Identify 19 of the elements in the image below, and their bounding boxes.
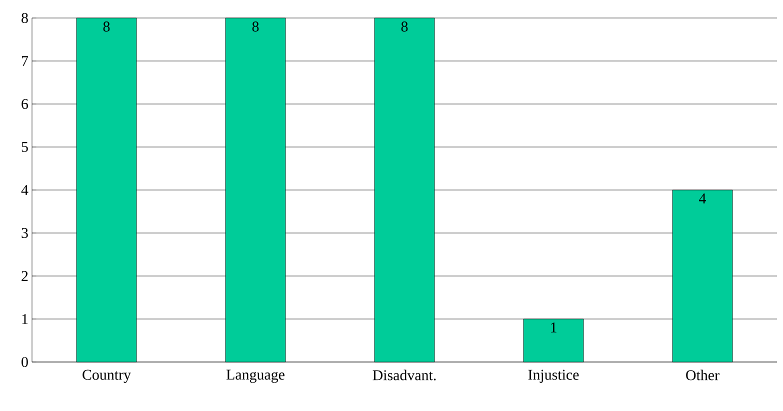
- data-label: 4: [699, 194, 706, 204]
- data-label: 8: [401, 22, 408, 32]
- data-label: 8: [252, 22, 259, 32]
- x-tick-label: Language: [226, 370, 284, 383]
- x-tick-label: Country: [82, 370, 131, 383]
- data-label: 8: [103, 22, 110, 32]
- y-tick-label: 7: [22, 56, 28, 66]
- data-label: 1: [551, 322, 556, 332]
- y-tick-label: 6: [22, 98, 28, 110]
- x-tick-label: Injustice: [528, 370, 579, 383]
- y-tick-label: 1: [22, 314, 28, 324]
- y-tick-label: 5: [22, 142, 28, 152]
- y-tick-label: 0: [22, 356, 28, 368]
- y-tick-label: 2: [22, 271, 28, 281]
- y-tick-label: 3: [22, 228, 28, 238]
- y-tick-label: 4: [21, 185, 28, 195]
- x-tick-label: Other: [686, 370, 720, 380]
- x-tick-label: Disadvant.: [372, 370, 436, 380]
- y-tick-label: 8: [22, 12, 28, 24]
